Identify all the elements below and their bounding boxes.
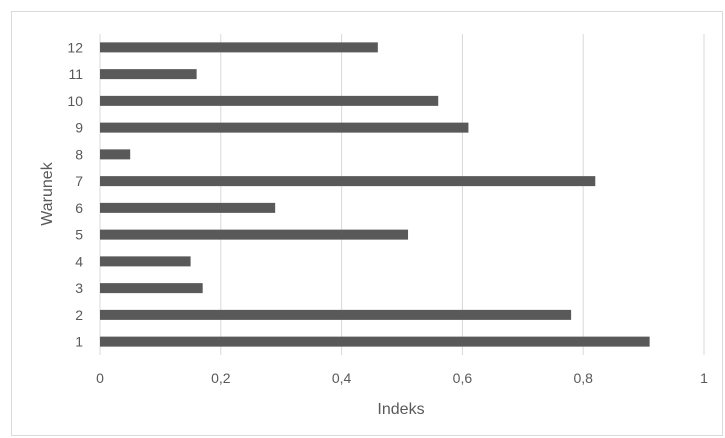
x-axis-tick-labels: 0 0,2 0,4 0,6 0,8 1 <box>96 370 708 386</box>
y-tick-label: 10 <box>67 93 83 109</box>
y-tick-label: 5 <box>75 227 83 243</box>
bar-4 <box>100 256 191 267</box>
y-tick-label: 3 <box>75 280 83 296</box>
x-tick-label: 1 <box>700 370 708 386</box>
bar-12 <box>100 42 378 53</box>
bar-7 <box>100 176 596 187</box>
y-tick-label: 1 <box>75 334 83 350</box>
x-tick-label: 0,4 <box>332 370 352 386</box>
x-tick-label: 0,6 <box>453 370 473 386</box>
x-axis-title: Indeks <box>377 401 424 418</box>
y-tick-label: 8 <box>75 146 83 162</box>
bar-9 <box>100 122 469 133</box>
x-tick-label: 0 <box>96 370 104 386</box>
y-axis-title: Warunek <box>39 161 56 225</box>
bar-11 <box>100 69 197 80</box>
y-tick-label: 4 <box>75 253 83 269</box>
bar-6 <box>100 202 276 213</box>
y-tick-label: 11 <box>68 66 83 82</box>
x-tick-label: 0,8 <box>573 370 593 386</box>
y-tick-label: 6 <box>75 200 83 216</box>
bar-5 <box>100 229 409 240</box>
y-tick-label: 2 <box>75 307 83 323</box>
bar-10 <box>100 95 439 106</box>
y-tick-label: 9 <box>75 120 83 136</box>
y-tick-label: 12 <box>67 39 83 55</box>
y-tick-label: 7 <box>75 173 83 189</box>
bar-series <box>100 42 650 347</box>
bar-1 <box>100 336 650 347</box>
bar-2 <box>100 309 572 320</box>
bar-8 <box>100 149 131 160</box>
bar-3 <box>100 283 203 294</box>
chart-frame <box>11 11 723 436</box>
gridlines <box>99 34 705 355</box>
x-tick-label: 0,2 <box>211 370 231 386</box>
